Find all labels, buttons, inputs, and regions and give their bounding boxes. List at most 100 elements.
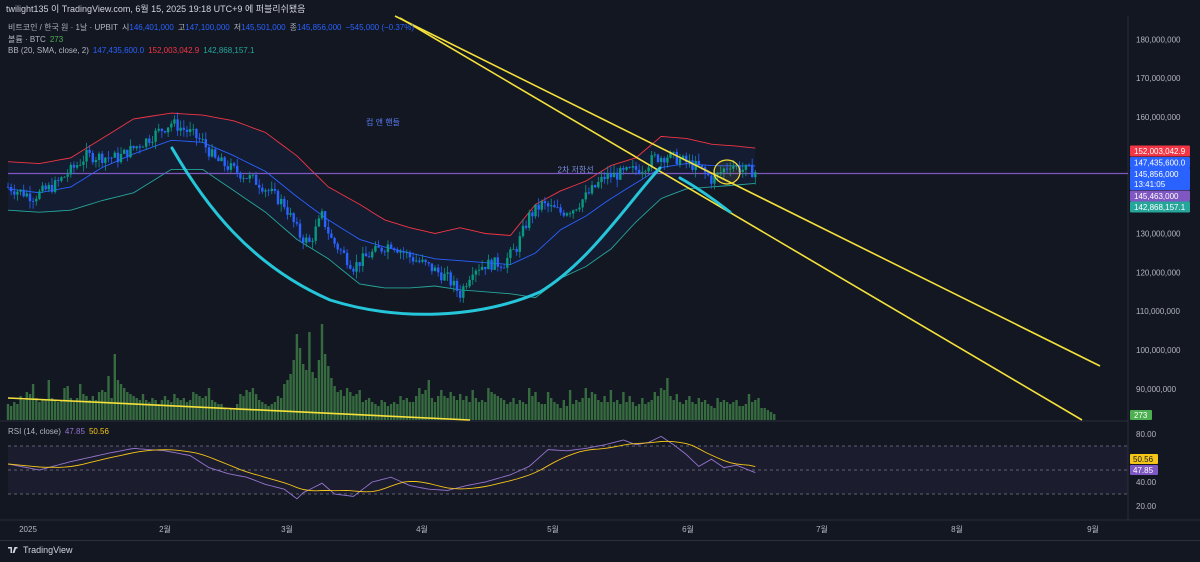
volume-bar — [60, 400, 63, 420]
volume-bar — [590, 392, 594, 420]
footer-brand[interactable]: TradingView — [23, 545, 73, 555]
volume-bar — [600, 402, 603, 420]
bb-lower-line — [7, 168, 756, 299]
candle-body — [217, 157, 220, 162]
volume-bar — [675, 394, 678, 420]
candle-body — [261, 187, 264, 192]
volume-bar — [330, 378, 333, 420]
candle-body — [688, 160, 691, 163]
candle-body — [226, 166, 229, 170]
badge-level: 145,463,000 — [1134, 192, 1179, 201]
candle-body — [725, 168, 729, 170]
volume-bar — [22, 400, 25, 420]
trendline-upper — [394, 15, 1101, 367]
volume-bar — [443, 396, 446, 420]
candle-body — [229, 163, 233, 170]
volume-bar — [101, 390, 104, 420]
volume-bar — [116, 380, 120, 420]
volume-bar — [616, 400, 619, 420]
candle-body — [631, 166, 635, 168]
volume-bar — [132, 396, 135, 420]
volume-bar — [741, 406, 744, 420]
volume-bar — [641, 398, 644, 420]
candle-body — [101, 153, 104, 163]
volume-bar — [182, 398, 185, 420]
candle-body — [286, 207, 289, 215]
candle-body — [220, 157, 223, 162]
candle-body — [264, 190, 267, 192]
volume-bar — [518, 400, 521, 420]
badge-bb-upper-bg — [1130, 145, 1190, 157]
volume-bar — [141, 394, 145, 420]
candle-body — [691, 160, 694, 170]
candle-body — [239, 172, 242, 179]
legend-open: 146,401,000 — [129, 23, 174, 32]
candle-body — [119, 153, 123, 163]
volume-bar — [339, 390, 342, 420]
candle-body — [154, 130, 157, 142]
volume-bar — [251, 388, 255, 420]
chart-canvas[interactable]: 2차 저항선 컵 앤 핸들 180,000,000 170,000,000 160,00… — [0, 0, 1200, 540]
volume-bar — [352, 396, 355, 420]
candle-body — [600, 176, 603, 182]
candle-body — [716, 172, 719, 175]
candle-body — [22, 189, 25, 197]
volume-bar — [302, 364, 305, 420]
candle-body — [13, 191, 16, 195]
volume-bar — [66, 386, 69, 420]
volume-bar — [91, 396, 94, 420]
badge-level-bg — [1130, 190, 1190, 202]
volume-bar — [754, 400, 757, 420]
volume-bar — [261, 402, 264, 420]
volume-bar — [188, 400, 192, 420]
volume-bar — [245, 390, 248, 420]
volume-bar — [107, 376, 110, 420]
price-tick-label: 90,000,000 — [1136, 385, 1177, 394]
candle-body — [484, 266, 487, 270]
candle-body — [254, 174, 258, 185]
candle-body — [94, 160, 98, 163]
volume-bar — [210, 400, 214, 420]
time-tick-label: 2월 — [159, 524, 171, 534]
candle-body — [518, 236, 521, 252]
candle-body — [361, 253, 364, 266]
volume-bar — [603, 396, 606, 420]
legend-volume-label: 볼륨 · BTC — [8, 35, 46, 44]
candle-body — [634, 166, 638, 170]
badge-rsi: 47.85 — [1133, 466, 1154, 475]
volume-bar — [653, 392, 656, 420]
legend-close: 145,856,000 — [297, 23, 342, 32]
candle-body — [415, 260, 418, 262]
candle-body — [747, 164, 751, 166]
volume-bar — [63, 388, 66, 420]
volume-bar — [292, 360, 295, 420]
candle-body — [408, 252, 412, 258]
candle-body — [389, 244, 393, 249]
candle-body — [28, 193, 32, 202]
candle-body — [364, 253, 368, 257]
volume-bar — [606, 402, 609, 420]
candle-body — [60, 177, 63, 181]
volume-bar — [524, 404, 528, 420]
volume-bar — [688, 396, 691, 420]
candle-body — [336, 243, 339, 250]
volume-bar — [685, 400, 688, 420]
volume-bar — [637, 404, 641, 420]
volume-bar — [236, 404, 239, 420]
candle-body — [603, 176, 606, 180]
legend-bb: BB (20, SMA, close, 2) 147,435,600.0 152,0… — [8, 46, 258, 55]
volume-bar — [160, 400, 164, 420]
time-tick-label: 9월 — [1087, 524, 1099, 534]
volume-bar — [323, 354, 327, 420]
time-axis: 2025 2월 3월 4월 5월 6월 7월 8월 9월 — [19, 524, 1099, 534]
candle-body — [248, 175, 251, 179]
candle-body — [402, 251, 405, 253]
volume-bar — [166, 400, 170, 420]
candle-body — [66, 174, 69, 177]
time-tick-label: 6월 — [682, 524, 694, 534]
volume-bar — [44, 400, 47, 420]
volume-bar — [135, 398, 138, 420]
candle-body — [502, 267, 506, 269]
candle-body — [223, 157, 226, 167]
volume-bar — [405, 398, 408, 420]
